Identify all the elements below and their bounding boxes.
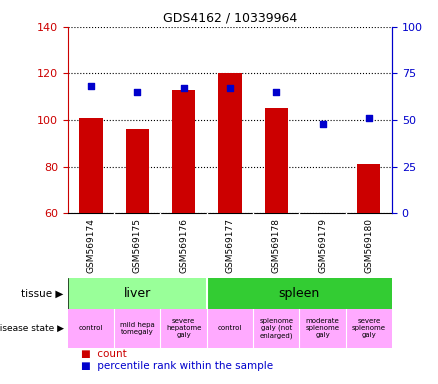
Text: moderate
splenome
galy: moderate splenome galy bbox=[306, 318, 339, 338]
Point bbox=[319, 121, 326, 127]
Bar bbox=[114, 309, 160, 348]
Point bbox=[226, 85, 233, 91]
Text: GSM569180: GSM569180 bbox=[364, 218, 373, 273]
Point bbox=[273, 89, 280, 95]
Title: GDS4162 / 10339964: GDS4162 / 10339964 bbox=[163, 11, 297, 24]
Text: severe
hepatome
galy: severe hepatome galy bbox=[166, 318, 201, 338]
Bar bbox=[126, 129, 149, 213]
Text: splenome
galy (not
enlarged): splenome galy (not enlarged) bbox=[259, 318, 293, 339]
Bar bbox=[265, 108, 288, 213]
Bar bbox=[346, 309, 392, 348]
Text: mild hepa
tomegaly: mild hepa tomegaly bbox=[120, 322, 155, 335]
Text: GSM569174: GSM569174 bbox=[87, 218, 95, 273]
Bar bbox=[172, 90, 195, 213]
Point bbox=[365, 115, 372, 121]
Text: disease state ▶: disease state ▶ bbox=[0, 324, 64, 333]
Text: ■  percentile rank within the sample: ■ percentile rank within the sample bbox=[81, 361, 273, 371]
Text: GSM569176: GSM569176 bbox=[179, 218, 188, 273]
Bar bbox=[79, 118, 102, 213]
Point bbox=[88, 83, 95, 89]
Bar bbox=[357, 164, 381, 213]
Bar bbox=[253, 309, 300, 348]
Text: tissue ▶: tissue ▶ bbox=[21, 289, 64, 299]
Text: ■  count: ■ count bbox=[81, 349, 127, 359]
Bar bbox=[68, 309, 114, 348]
Point bbox=[134, 89, 141, 95]
Text: control: control bbox=[218, 325, 242, 331]
Text: liver: liver bbox=[124, 287, 151, 300]
Bar bbox=[207, 278, 392, 309]
Text: GSM569178: GSM569178 bbox=[272, 218, 281, 273]
Point bbox=[180, 85, 187, 91]
Bar bbox=[68, 278, 207, 309]
Text: GSM569177: GSM569177 bbox=[226, 218, 234, 273]
Bar bbox=[219, 73, 241, 213]
Text: severe
splenome
galy: severe splenome galy bbox=[352, 318, 386, 338]
Text: spleen: spleen bbox=[279, 287, 320, 300]
Text: GSM569175: GSM569175 bbox=[133, 218, 142, 273]
Text: GSM569179: GSM569179 bbox=[318, 218, 327, 273]
Text: control: control bbox=[79, 325, 103, 331]
Bar bbox=[300, 309, 346, 348]
Bar bbox=[160, 309, 207, 348]
Bar bbox=[207, 309, 253, 348]
